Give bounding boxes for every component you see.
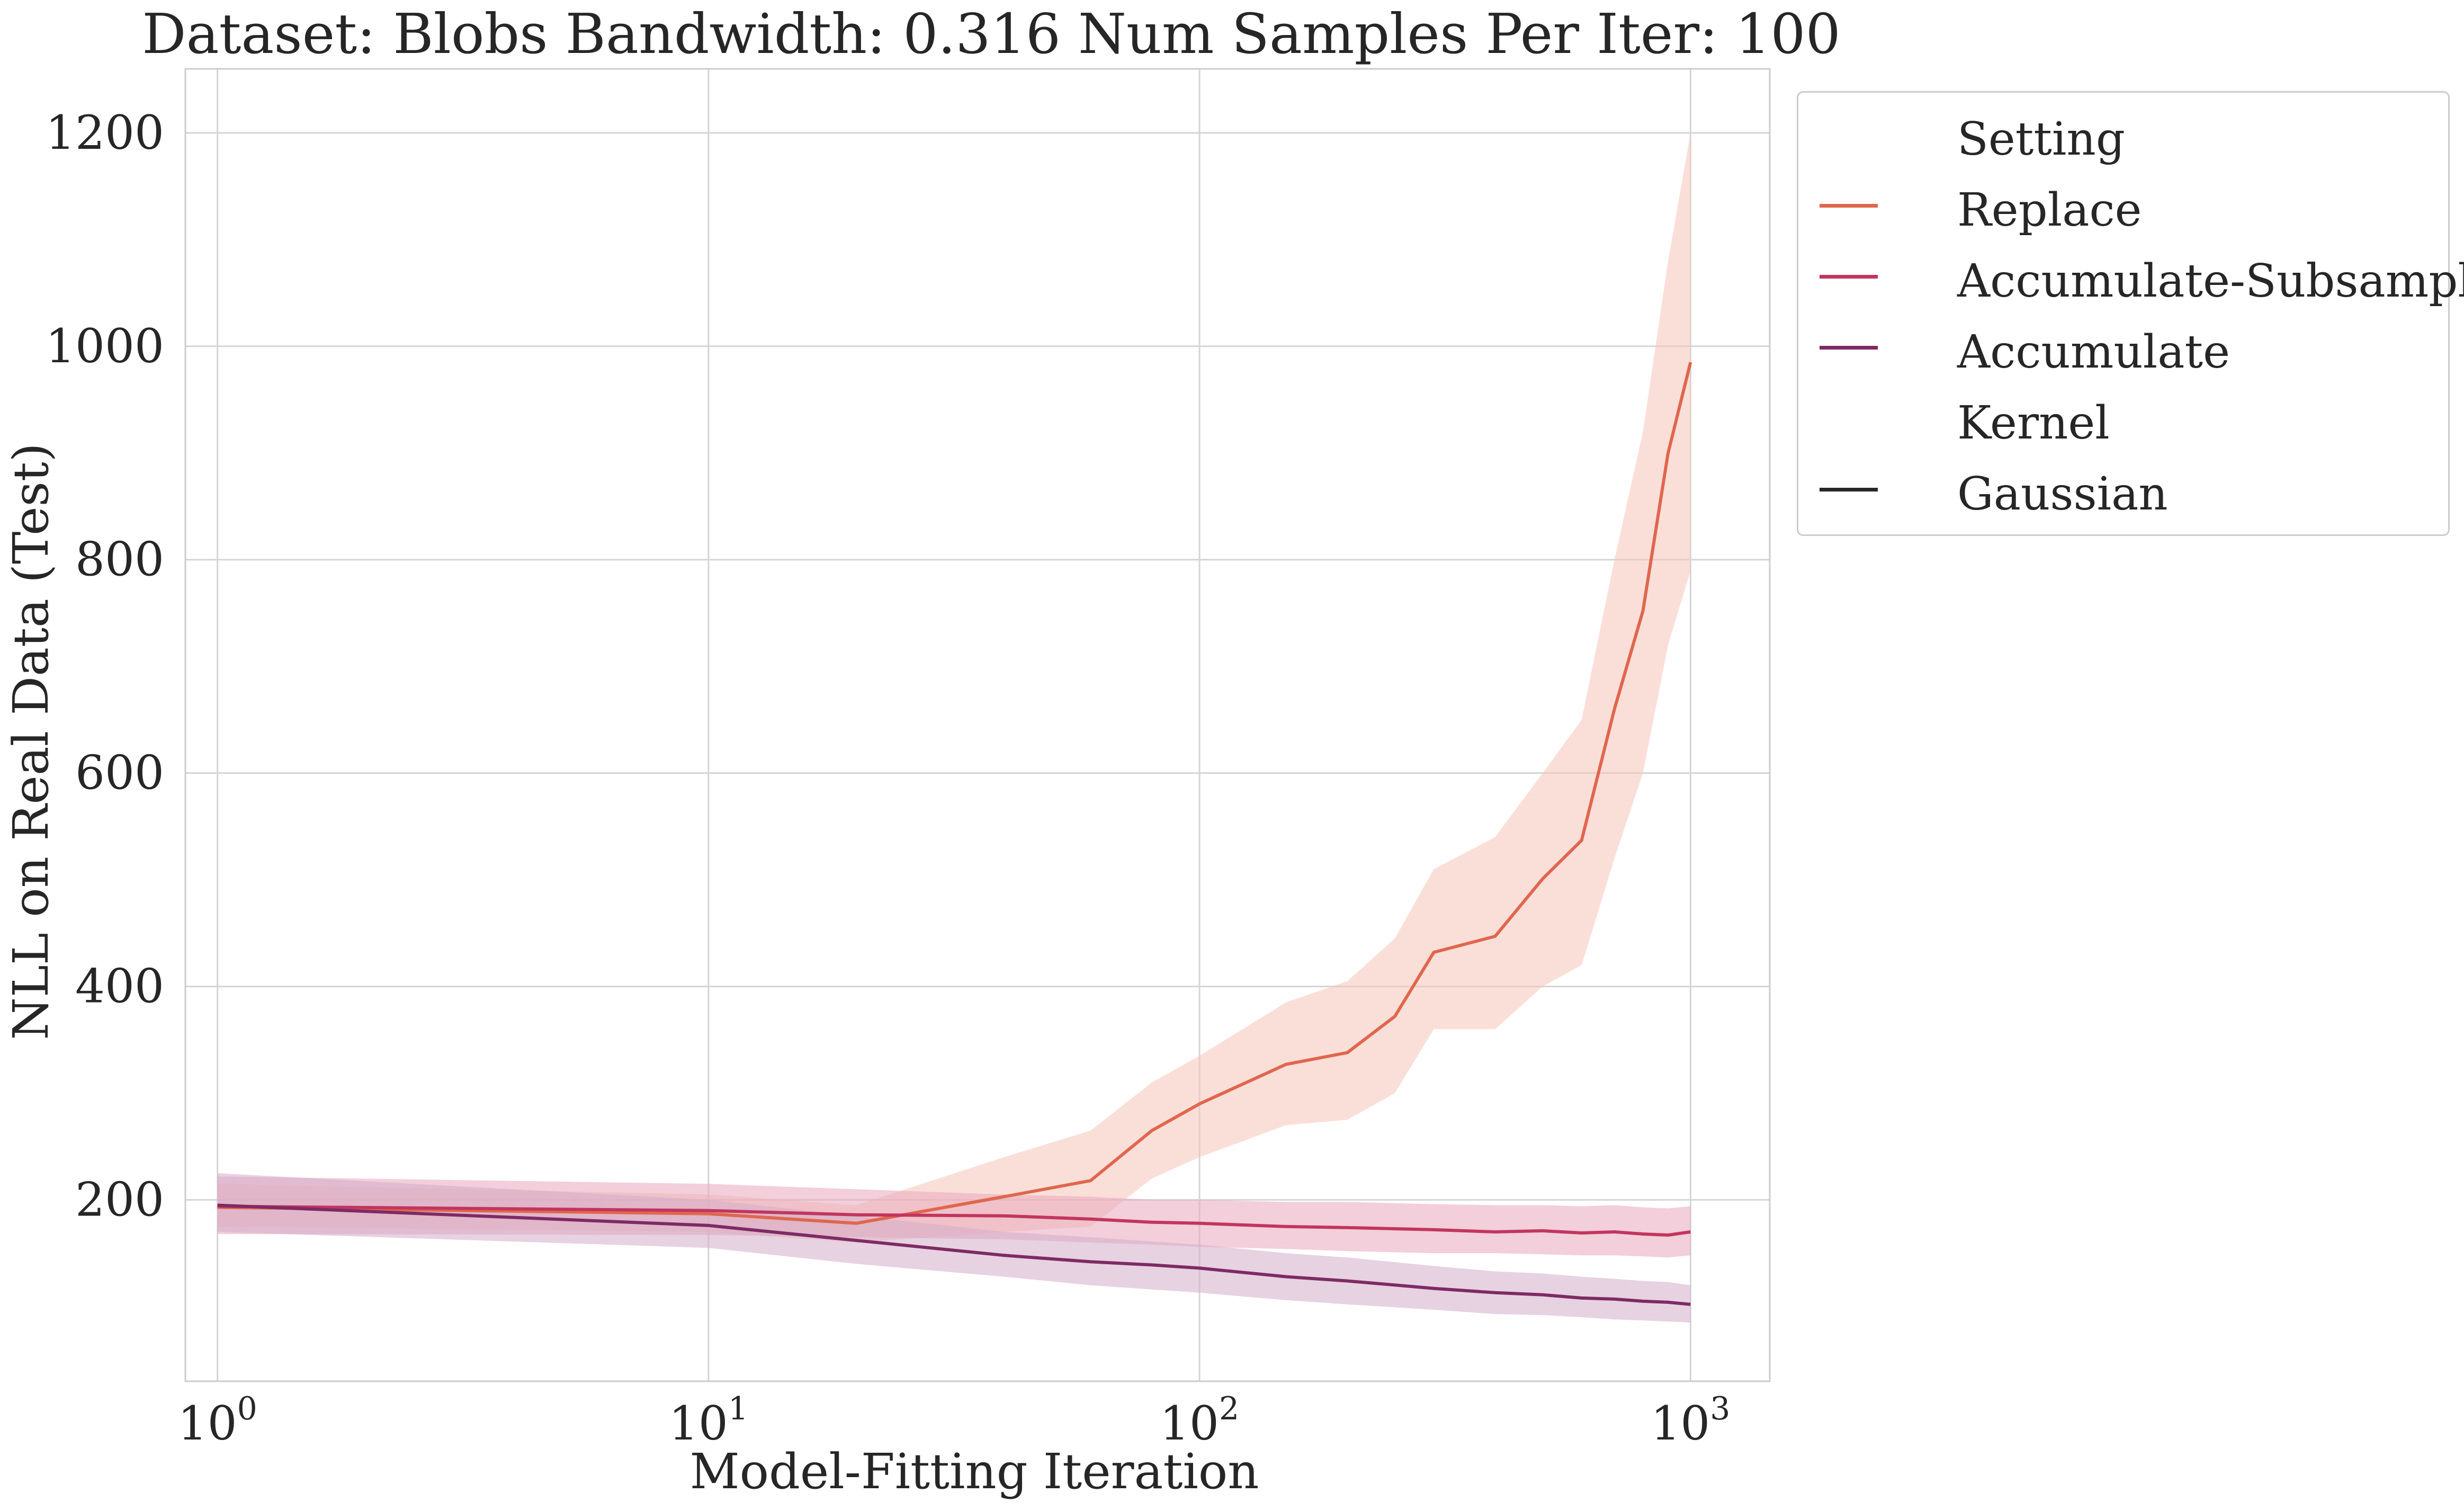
y-tick-label-2: 600 xyxy=(75,746,164,800)
plot-frame xyxy=(184,68,1771,1382)
y-tick-label-5: 1200 xyxy=(46,105,164,160)
legend-item-accumulate: Accumulate xyxy=(1798,316,2448,380)
y-tick-label-3: 800 xyxy=(75,532,164,587)
x-axis-label: Model-Fitting Iteration xyxy=(689,1443,1259,1500)
legend-setting-header: Setting xyxy=(1957,113,2125,166)
plot-area: 200 400 600 800 1000 1200 100 101 102 103 xyxy=(46,68,1771,1451)
legend-item-gaussian: Gaussian xyxy=(1798,458,2448,522)
series-line-0 xyxy=(217,362,1692,1225)
legend-label-accumulate-subsample: Accumulate-Subsample xyxy=(1957,255,2464,308)
legend-kernel-header: Kernel xyxy=(1957,397,2110,450)
legend-swatch-accumulate-subsample xyxy=(1820,275,1878,279)
legend-label-gaussian: Gaussian xyxy=(1957,468,2168,521)
legend-setting-header-row: Setting xyxy=(1798,103,2448,167)
legend-label-replace: Replace xyxy=(1957,184,2142,237)
y-tick-label-1: 400 xyxy=(75,959,164,1014)
x-tick-label-0: 100 xyxy=(178,1390,257,1451)
y-tick-label-0: 200 xyxy=(75,1173,164,1227)
legend-swatch-gaussian xyxy=(1820,488,1878,491)
chart-title: Dataset: Blobs Bandwidth: 0.316 Num Samp… xyxy=(142,2,1841,66)
x-tick-label-1: 101 xyxy=(669,1390,748,1451)
x-tick-label-3: 103 xyxy=(1651,1390,1730,1451)
legend-item-replace: Replace xyxy=(1798,174,2448,238)
legend-label-accumulate: Accumulate xyxy=(1957,326,2230,379)
plot-background xyxy=(185,69,1770,1381)
legend-kernel-header-row: Kernel xyxy=(1798,387,2448,451)
legend: Setting Replace Accumulate-Subsample Acc… xyxy=(1797,91,2464,536)
series-line-2 xyxy=(217,1203,1691,1306)
legend-swatch-replace xyxy=(1820,204,1878,208)
y-tick-label-4: 1000 xyxy=(46,319,164,373)
legend-swatch-accumulate xyxy=(1820,346,1878,350)
series-line-1 xyxy=(217,1204,1691,1237)
x-tick-label-2: 102 xyxy=(1160,1390,1239,1451)
y-axis-label: NLL on Real Data (Test) xyxy=(3,443,59,1040)
legend-item-accumulate-subsample: Accumulate-Subsample xyxy=(1798,245,2464,309)
